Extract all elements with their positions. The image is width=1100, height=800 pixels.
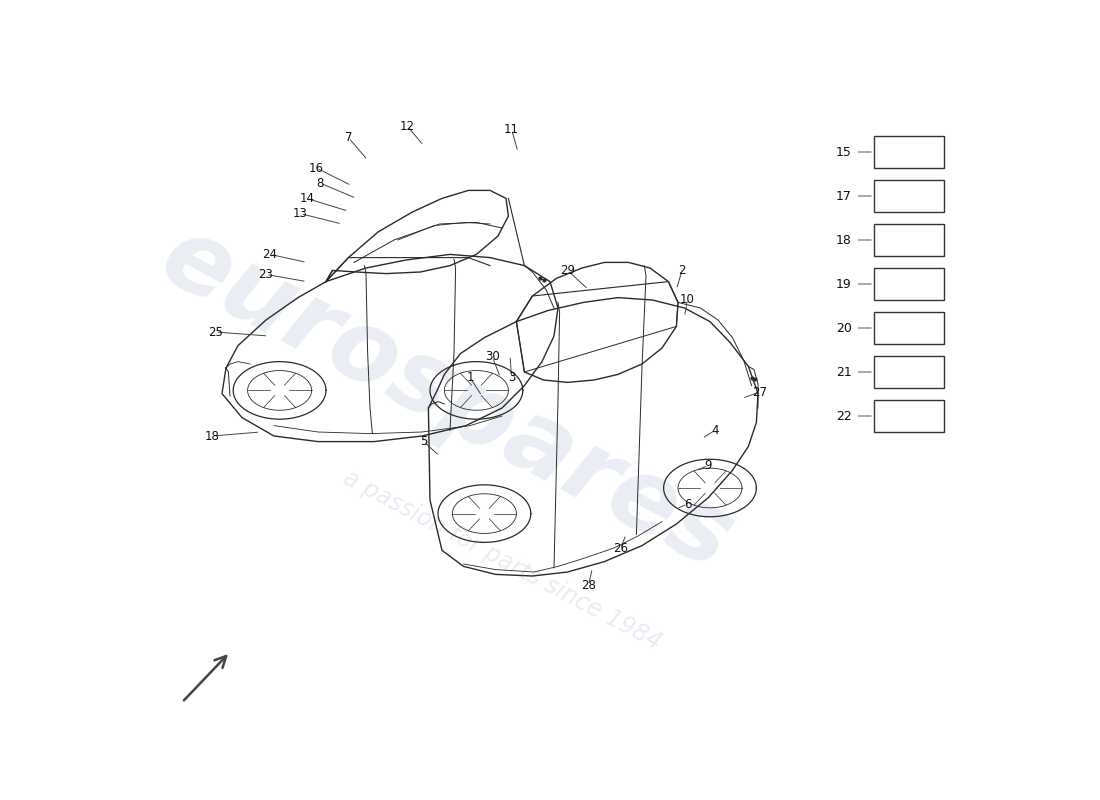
Bar: [874, 224, 945, 256]
Text: 18: 18: [205, 430, 220, 442]
Text: 9: 9: [705, 459, 712, 472]
Text: 29: 29: [560, 264, 575, 277]
Text: 22: 22: [836, 410, 851, 422]
Bar: [874, 136, 945, 168]
Text: 24: 24: [263, 248, 277, 261]
Text: 15: 15: [836, 146, 851, 158]
Text: 12: 12: [400, 120, 415, 133]
Text: 7: 7: [344, 131, 352, 144]
Text: 6: 6: [684, 498, 692, 510]
Bar: [874, 180, 945, 212]
Text: 19: 19: [836, 278, 851, 290]
Text: 20: 20: [836, 322, 851, 334]
Text: 30: 30: [485, 350, 499, 363]
Text: 28: 28: [581, 579, 596, 592]
Text: 14: 14: [299, 192, 315, 205]
Text: 11: 11: [504, 123, 519, 136]
Text: 18: 18: [836, 234, 851, 246]
Text: 10: 10: [680, 293, 695, 306]
Bar: [874, 312, 945, 344]
Text: 13: 13: [293, 207, 308, 220]
Text: 26: 26: [613, 542, 628, 555]
Text: 1: 1: [466, 371, 474, 384]
Bar: [874, 400, 945, 432]
Text: 8: 8: [317, 177, 324, 190]
Text: 16: 16: [309, 162, 323, 174]
Text: eurospares: eurospares: [144, 209, 748, 591]
Bar: [874, 356, 945, 388]
Text: 17: 17: [836, 190, 851, 202]
Text: 21: 21: [836, 366, 851, 378]
Bar: [874, 268, 945, 300]
Text: 5: 5: [420, 435, 427, 448]
Text: 27: 27: [752, 386, 767, 398]
Text: 3: 3: [508, 371, 515, 384]
Text: 2: 2: [679, 264, 685, 277]
Text: a passion for parts since 1984: a passion for parts since 1984: [339, 466, 666, 654]
Text: 23: 23: [258, 268, 274, 281]
Text: 4: 4: [711, 424, 718, 437]
Text: 25: 25: [208, 326, 223, 338]
